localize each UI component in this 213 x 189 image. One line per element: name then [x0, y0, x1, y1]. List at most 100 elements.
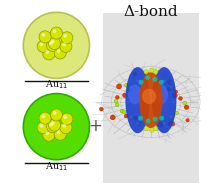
- Circle shape: [145, 75, 150, 80]
- Circle shape: [184, 105, 189, 110]
- Circle shape: [136, 122, 139, 125]
- Circle shape: [172, 101, 175, 103]
- Circle shape: [134, 116, 138, 120]
- Circle shape: [23, 94, 89, 160]
- Circle shape: [172, 93, 177, 98]
- Circle shape: [117, 84, 122, 89]
- Circle shape: [51, 40, 55, 43]
- Circle shape: [144, 70, 148, 74]
- Circle shape: [138, 116, 143, 121]
- Circle shape: [51, 121, 55, 125]
- Circle shape: [49, 42, 53, 45]
- Circle shape: [178, 96, 183, 100]
- Circle shape: [47, 39, 59, 51]
- Ellipse shape: [125, 67, 150, 133]
- Circle shape: [61, 32, 73, 44]
- Circle shape: [167, 87, 171, 91]
- Circle shape: [60, 40, 72, 52]
- FancyBboxPatch shape: [103, 13, 199, 183]
- Circle shape: [49, 119, 60, 131]
- Circle shape: [63, 34, 67, 38]
- Text: +: +: [88, 117, 102, 135]
- Circle shape: [127, 86, 131, 90]
- Circle shape: [54, 128, 66, 140]
- Circle shape: [170, 81, 174, 84]
- Circle shape: [122, 93, 127, 98]
- Circle shape: [146, 78, 150, 81]
- Circle shape: [50, 27, 62, 39]
- Circle shape: [153, 117, 158, 122]
- Circle shape: [122, 110, 126, 114]
- Circle shape: [50, 109, 62, 121]
- Circle shape: [171, 87, 175, 91]
- Circle shape: [170, 86, 174, 89]
- Circle shape: [133, 72, 137, 76]
- Circle shape: [143, 86, 146, 88]
- Circle shape: [170, 122, 175, 126]
- Circle shape: [115, 103, 119, 107]
- Circle shape: [153, 70, 158, 74]
- Ellipse shape: [139, 72, 163, 128]
- Circle shape: [124, 114, 128, 118]
- Circle shape: [62, 124, 66, 128]
- Circle shape: [130, 116, 132, 118]
- Circle shape: [150, 68, 154, 73]
- Circle shape: [153, 101, 156, 103]
- Circle shape: [60, 122, 72, 134]
- Ellipse shape: [128, 85, 142, 104]
- Circle shape: [110, 115, 115, 120]
- Circle shape: [150, 128, 154, 132]
- Circle shape: [61, 113, 73, 125]
- Circle shape: [167, 80, 172, 84]
- Circle shape: [145, 72, 149, 76]
- Circle shape: [168, 118, 172, 121]
- Circle shape: [23, 12, 89, 78]
- Circle shape: [144, 126, 148, 131]
- Circle shape: [39, 31, 51, 43]
- Circle shape: [153, 82, 158, 87]
- Circle shape: [183, 101, 187, 105]
- Circle shape: [54, 47, 66, 59]
- Circle shape: [49, 123, 53, 127]
- Circle shape: [153, 126, 158, 131]
- Circle shape: [170, 86, 172, 88]
- Circle shape: [57, 49, 60, 53]
- Circle shape: [45, 131, 49, 135]
- Circle shape: [163, 122, 166, 125]
- Circle shape: [146, 101, 148, 103]
- Circle shape: [120, 109, 124, 113]
- Circle shape: [43, 48, 55, 60]
- Circle shape: [159, 80, 164, 85]
- Circle shape: [146, 119, 151, 123]
- Circle shape: [63, 115, 67, 119]
- Text: Au$_{11}$: Au$_{11}$: [45, 160, 68, 173]
- Circle shape: [170, 116, 172, 118]
- Circle shape: [125, 83, 128, 87]
- Circle shape: [150, 120, 154, 123]
- Circle shape: [47, 121, 59, 133]
- Circle shape: [156, 86, 159, 88]
- Circle shape: [143, 116, 146, 118]
- Circle shape: [174, 90, 178, 94]
- Circle shape: [130, 86, 132, 88]
- Circle shape: [159, 116, 164, 121]
- Circle shape: [37, 40, 49, 52]
- Circle shape: [143, 117, 147, 121]
- Circle shape: [40, 43, 43, 46]
- Circle shape: [115, 95, 119, 99]
- Circle shape: [43, 129, 55, 141]
- Circle shape: [53, 111, 57, 115]
- Text: Δ-bond: Δ-bond: [124, 5, 178, 19]
- Circle shape: [174, 111, 178, 115]
- Circle shape: [62, 43, 66, 46]
- Circle shape: [42, 33, 45, 37]
- Circle shape: [53, 29, 57, 33]
- Circle shape: [155, 120, 159, 124]
- Circle shape: [168, 122, 172, 126]
- Circle shape: [40, 124, 43, 128]
- Circle shape: [163, 80, 166, 82]
- Circle shape: [156, 116, 159, 118]
- Circle shape: [127, 101, 130, 103]
- Circle shape: [158, 123, 163, 127]
- Circle shape: [128, 88, 132, 92]
